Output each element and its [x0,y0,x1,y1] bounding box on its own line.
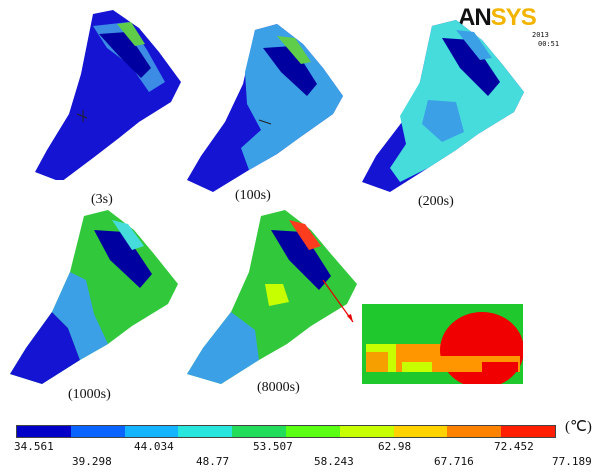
colorbar-segment [393,426,448,437]
caption-100s: (100s) [235,188,271,203]
caption-200s: (200s) [418,194,454,209]
tick-lower: 39.298 [72,455,112,468]
caption-8000s: (8000s) [257,380,300,395]
tick-upper: 72.452 [494,440,534,453]
caption-3s: (3s) [91,192,113,207]
contour-plot-3s [35,10,181,180]
colorbar-segment [178,426,233,437]
contour-plot-100s [187,24,343,192]
logo-sys: SYS [490,4,537,31]
zoom-detail-inset [362,304,523,384]
colorbar-segment [124,426,179,437]
contour-plot-200s [362,20,524,192]
temperature-colorbar [16,425,556,438]
contour-plot-1000s [10,210,178,384]
tick-upper: 53.507 [253,440,293,453]
tick-upper: 44.034 [134,440,174,453]
colorbar-segment [70,426,125,437]
header-time: 00:51 [538,40,560,48]
tick-lower: 77.189 [552,455,592,468]
caption-1000s: (1000s) [68,387,111,402]
colorbar-segment [232,426,286,437]
tick-upper: 62.98 [378,440,412,453]
colorbar-segment [339,426,394,437]
contour-plot-8000s [187,210,357,384]
colorbar-segment [17,426,71,437]
tick-lower: 48.77 [196,455,230,468]
tick-lower: 67.716 [434,455,474,468]
tick-lower: 58.243 [314,455,354,468]
tick-upper: 34.561 [14,440,54,453]
legend-unit: (℃) [565,419,592,435]
header-date: 2013 [532,31,549,39]
ansys-logo: ANSYS [458,4,568,34]
colorbar-segment [447,426,502,437]
colorbar-segment [285,426,340,437]
colorbar-segment [501,426,555,437]
